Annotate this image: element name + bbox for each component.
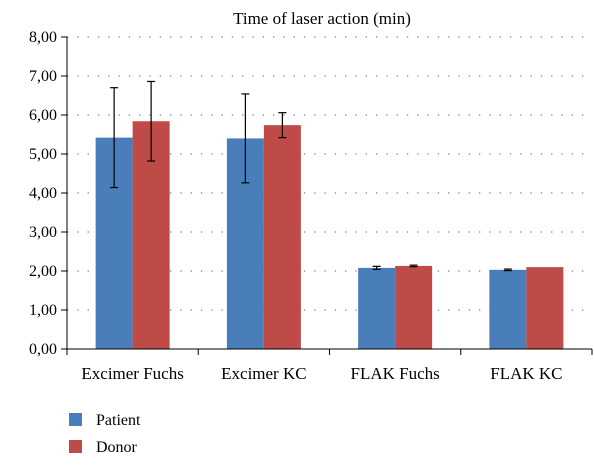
- y-tick-label: 8,00: [29, 29, 57, 46]
- y-tick-label: 1,00: [29, 302, 57, 319]
- bar-donor: [526, 267, 564, 349]
- x-category-label: Excimer Fuchs: [81, 364, 183, 383]
- y-tick-label: 5,00: [29, 146, 57, 163]
- bar-patient: [358, 267, 396, 349]
- legend-swatch-patient: [69, 413, 82, 426]
- y-tick-label: 3,00: [29, 224, 57, 241]
- y-tick-label: 0,00: [29, 341, 57, 358]
- axes: 0,00 1,00 2,00 3,00 4,00 5,00 6,00 7,00 8,00 Exci…: [29, 29, 593, 383]
- legend: Patient Donor: [69, 412, 141, 456]
- legend-label: Patient: [96, 412, 141, 429]
- x-category-label: FLAK Fuchs: [350, 364, 439, 383]
- y-tick-label: 2,00: [29, 263, 57, 280]
- bar-patient: [489, 269, 527, 349]
- bar-donor: [263, 125, 301, 349]
- y-tick-label: 4,00: [29, 185, 57, 202]
- legend-label: Donor: [96, 439, 138, 456]
- error-bars: [110, 80, 512, 272]
- y-tick-label: 7,00: [29, 68, 57, 85]
- bars: [95, 121, 564, 350]
- bar-donor: [395, 265, 433, 349]
- chart-title: Time of laser action (min): [233, 9, 411, 28]
- y-tick-label: 6,00: [29, 107, 57, 124]
- legend-swatch-donor: [69, 440, 82, 453]
- x-category-label: FLAK KC: [490, 364, 562, 383]
- x-category-label: Excimer KC: [221, 364, 306, 383]
